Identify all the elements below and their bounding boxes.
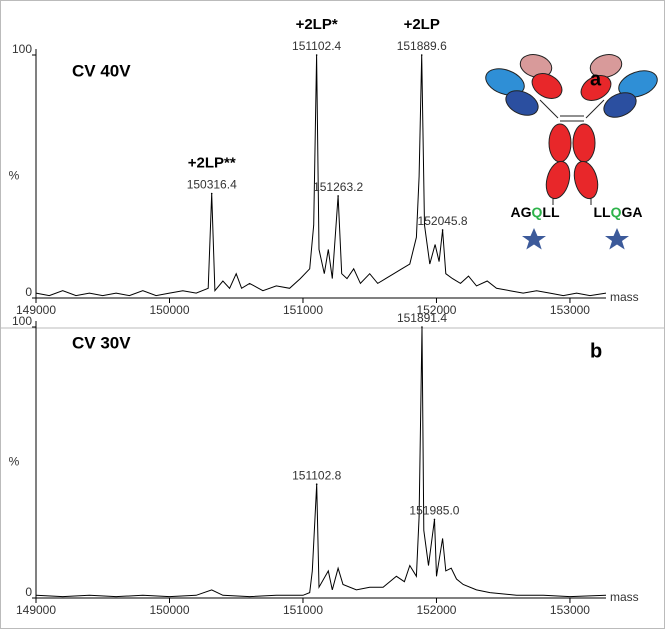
- peak-marker: [441, 229, 444, 231]
- peak-marker: [210, 192, 213, 195]
- x-tick-label: 149000: [16, 303, 56, 317]
- y-axis-label: %: [9, 455, 20, 469]
- panel-label: b: [590, 340, 602, 362]
- y-tick-label: 100: [12, 314, 32, 328]
- site-tag-part: AG: [511, 204, 532, 220]
- x-tick-label: 151000: [283, 303, 323, 317]
- peak-label: 151102.4: [292, 39, 341, 53]
- peak-name: +2LP: [404, 16, 440, 33]
- site-tag-part: Q: [611, 204, 622, 220]
- y-tick-label: 100: [12, 42, 32, 56]
- peak-marker: [315, 54, 318, 56]
- peak-name: +2LP*: [296, 16, 338, 33]
- peak-label: 152045.8: [418, 214, 468, 228]
- x-tick-label: 151000: [283, 603, 323, 617]
- peak-marker: [337, 195, 339, 197]
- peak-label: 151889.6: [397, 39, 447, 53]
- x-tick-label: 153000: [550, 603, 590, 617]
- peak-label: 151985.0: [409, 504, 459, 518]
- peak-label: 151891.4: [397, 311, 447, 325]
- peak-name: +2LP**: [188, 154, 236, 171]
- x-tick-label: 153000: [550, 303, 590, 317]
- peak-marker: [420, 54, 423, 56]
- spectrum-trace: [35, 54, 607, 297]
- x-axis-label: mass: [610, 290, 639, 304]
- y-axis-label: %: [9, 169, 20, 183]
- site-tag: AGQLL: [511, 204, 560, 220]
- peak-label: 151102.8: [292, 468, 341, 482]
- panel-label: a: [590, 68, 602, 90]
- x-axis-label: mass: [610, 590, 639, 604]
- x-tick-label: 150000: [149, 603, 189, 617]
- peak-marker: [433, 518, 436, 521]
- peak-label: 151263.2: [313, 180, 363, 194]
- site-tag-part: LL: [542, 204, 560, 220]
- condition-label: CV 30V: [72, 333, 131, 352]
- site-tag: LLQGA: [594, 204, 643, 220]
- x-tick-label: 149000: [16, 603, 56, 617]
- peak-marker: [421, 326, 423, 328]
- site-tag-part: GA: [622, 204, 643, 220]
- y-tick-label: 0: [25, 285, 32, 299]
- x-tick-label: 152000: [416, 303, 456, 317]
- x-tick-label: 152000: [416, 603, 456, 617]
- x-tick-label: 150000: [149, 303, 189, 317]
- y-tick-label: 0: [25, 585, 32, 599]
- antibody-diagram: [485, 54, 658, 250]
- peak-marker: [315, 483, 318, 485]
- peak-label: 150316.4: [187, 178, 237, 192]
- spectrum-trace: [35, 326, 607, 598]
- site-tag-part: Q: [532, 204, 543, 220]
- condition-label: CV 40V: [72, 61, 131, 80]
- site-tag-part: LL: [594, 204, 612, 220]
